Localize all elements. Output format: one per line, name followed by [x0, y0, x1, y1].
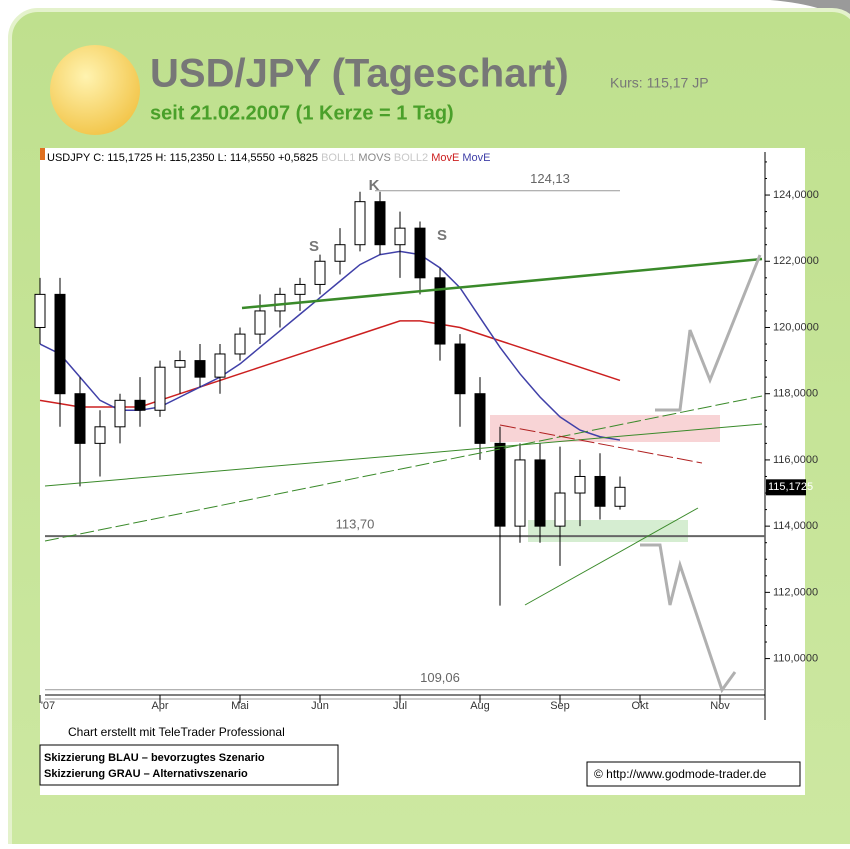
pattern-label: S [309, 238, 319, 255]
pattern-label: S [437, 227, 447, 244]
chart-header: USDJPY C: 115,1725 H: 115,2350 L: 114,55… [47, 152, 491, 164]
candle-body [574, 475, 586, 494]
candle-body [354, 201, 366, 246]
x-tick-label: Aug [470, 700, 490, 712]
x-tick-label: Jun [311, 700, 329, 712]
candle-body [414, 227, 426, 279]
trendline [44, 395, 763, 542]
candle-body [454, 343, 466, 395]
candle-body [394, 227, 406, 246]
x-tick-label: Apr [151, 700, 168, 712]
candle-body [494, 442, 506, 527]
y-tick-label: 116,0000 [773, 454, 818, 466]
trendline [44, 423, 763, 487]
candle-body [614, 486, 626, 507]
subtitle: seit 21.02.2007 (1 Kerze = 1 Tag) [150, 102, 454, 124]
candle-body [234, 333, 246, 355]
copyright: © http://www.godmode-trader.de [594, 767, 767, 781]
x-tick-label: Okt [631, 700, 648, 712]
legend-line: Skizzierung GRAU – Alternativszenario [44, 768, 248, 780]
legend-box [39, 744, 339, 786]
x-tick-label: Jul [393, 700, 407, 712]
candle-body [274, 293, 286, 312]
header-item: USDJPY C: 115,1725 H: 115,2350 L: 114,55… [47, 152, 318, 164]
candle-body [434, 277, 446, 345]
candle-body [334, 244, 346, 262]
plot: 110,0000 112,0000 114,0000 116,0000 118,0000… [34, 152, 819, 720]
y-tick-label: 122,0000 [773, 255, 819, 267]
candle-body [214, 353, 226, 378]
trendline [499, 424, 703, 464]
level-label: 124,13 [530, 171, 570, 186]
corner [770, 0, 850, 25]
y-tick-label: 120,0000 [773, 321, 819, 333]
candle-body [554, 492, 566, 527]
last-price-label: 115,1725 [768, 481, 813, 493]
header-item: MovE [431, 152, 459, 164]
x-tick-label: '07 [41, 700, 55, 712]
x-tick-label: Nov [710, 700, 730, 712]
candle-body [254, 310, 266, 335]
header-item: MovE [462, 152, 490, 164]
candle-body [194, 360, 206, 378]
candle-body [314, 260, 326, 285]
candle-body [514, 459, 526, 527]
y-tick-label: 112,0000 [773, 586, 818, 598]
y-tick-label: 118,0000 [773, 388, 818, 400]
candle-body [74, 393, 86, 444]
candle-body [294, 283, 306, 295]
legend-line: Skizzierung BLAU – bevorzugtes Szenario [44, 752, 265, 764]
scenario-line [655, 254, 762, 412]
sun-icon [50, 45, 140, 135]
candle-body [174, 360, 186, 368]
marker [40, 148, 45, 160]
candle-body [54, 293, 66, 395]
candle-body [474, 393, 486, 444]
last-price-box [766, 479, 806, 496]
scenario-line [640, 543, 737, 694]
candle-body [594, 475, 606, 507]
header-item: BOLL2 [394, 152, 428, 164]
y-tick-label: 124,0000 [773, 189, 819, 201]
y-tick-label: 110,0000 [773, 652, 818, 664]
candle-body [374, 201, 386, 246]
kurs: Kurs: 115,17 JP [610, 75, 709, 91]
support-zone [528, 520, 688, 542]
level-label: 109,06 [420, 670, 460, 685]
level-label: 113,70 [336, 517, 375, 532]
credit: Chart erstellt mit TeleTrader Profession… [68, 725, 285, 739]
trendlines [44, 254, 763, 694]
copyright-box [586, 761, 801, 787]
title: USD/JPY (Tageschart) [150, 52, 569, 96]
candle-body [114, 399, 126, 428]
y-tick-label: 114,0000 [773, 520, 818, 532]
pattern-label: K [369, 177, 380, 194]
header-item: MOVS [358, 152, 390, 164]
candle-body [154, 366, 166, 411]
candle-body [534, 459, 546, 527]
candle-body [34, 293, 46, 328]
trendline [524, 507, 699, 606]
header-item: BOLL1 [321, 152, 355, 164]
candle-body [94, 426, 106, 444]
x-tick-label: Sep [550, 700, 570, 712]
trendline [241, 257, 763, 310]
candle-body [134, 399, 146, 411]
x-tick-label: Mai [231, 700, 249, 712]
